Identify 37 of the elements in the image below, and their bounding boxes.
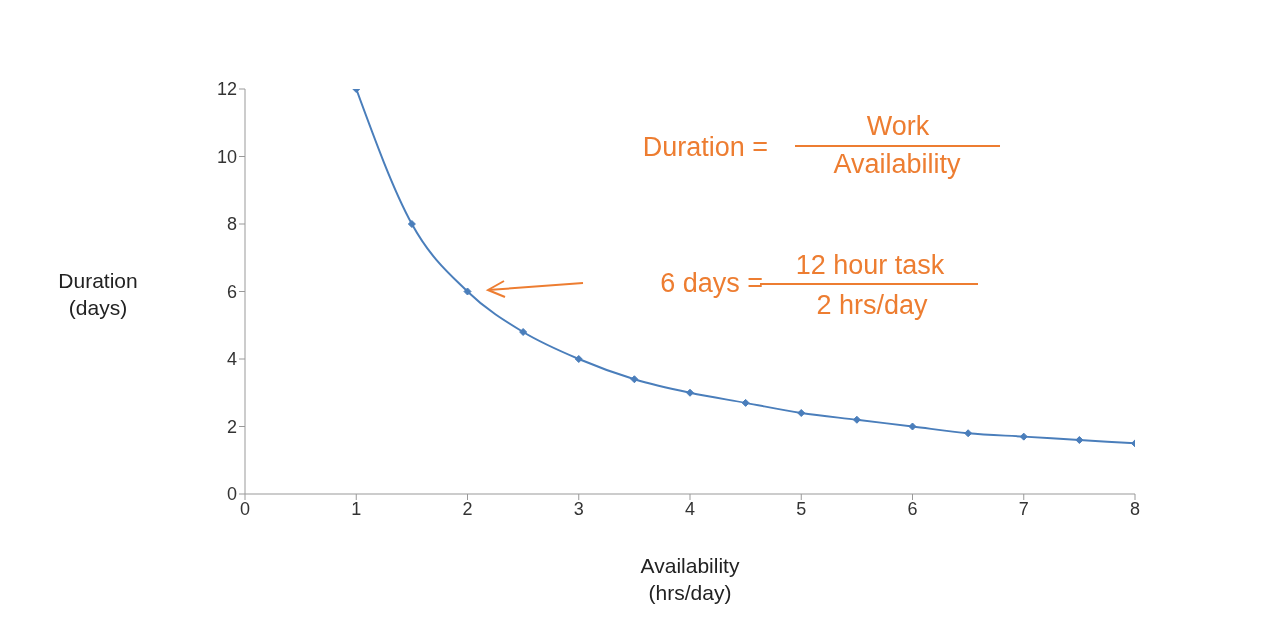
y-tick-label: 8 xyxy=(226,214,237,235)
point xyxy=(630,375,639,384)
x-axis-title: Availability (hrs/day) xyxy=(640,554,740,605)
point xyxy=(852,415,861,424)
annotation: Availability xyxy=(833,149,962,179)
y-tick-label: 0 xyxy=(226,484,237,505)
point xyxy=(741,398,750,407)
point xyxy=(574,355,583,363)
point xyxy=(797,409,806,417)
point xyxy=(463,287,472,296)
x-tick-label: 2 xyxy=(462,498,473,519)
annotation: Work xyxy=(866,111,930,141)
point xyxy=(407,220,416,228)
x-tick-label: 3 xyxy=(573,498,584,519)
annotation: 2 hrs/day xyxy=(816,290,929,320)
x-tick-label: 7 xyxy=(1018,498,1029,519)
point xyxy=(519,328,528,336)
y-axis-title: Duration (days) xyxy=(58,269,138,320)
annotation: 6 days = xyxy=(660,268,763,298)
x-tick-label: 5 xyxy=(796,498,807,519)
annotation: Duration = xyxy=(642,132,768,162)
x-tick-label: 6 xyxy=(907,498,918,519)
point xyxy=(908,422,917,431)
annotation: 12 hour task xyxy=(795,250,945,280)
y-tick-label: 4 xyxy=(226,349,237,370)
point xyxy=(964,429,973,438)
point xyxy=(1019,432,1028,441)
y-tick-label: 6 xyxy=(226,281,237,302)
y-tick-label: 10 xyxy=(216,146,237,167)
y-tick-label: 2 xyxy=(226,416,237,437)
point xyxy=(1075,436,1084,444)
x-tick-label: 1 xyxy=(351,498,362,519)
x-tick-label: 0 xyxy=(239,498,251,519)
x-tick-label: 4 xyxy=(684,498,696,519)
y-tick-label: 12 xyxy=(216,79,237,100)
point xyxy=(686,388,694,397)
x-tick-label: 8 xyxy=(1129,498,1141,519)
